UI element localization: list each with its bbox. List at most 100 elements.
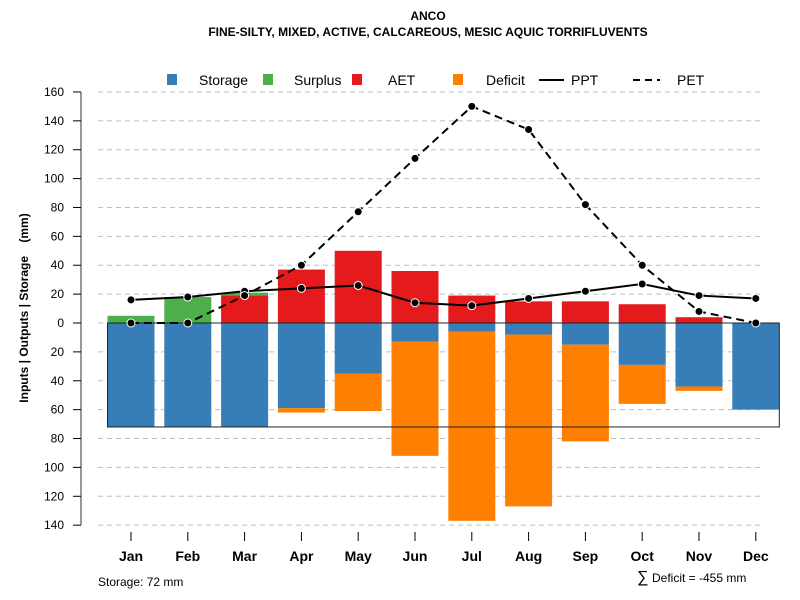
deficit-bar [391,341,439,456]
deficit-bar [561,344,609,442]
ppt-point [524,293,534,303]
y-tick-label: 160 [44,85,64,99]
deficit-bar [505,334,553,507]
sum-symbol: ∑ [637,569,648,586]
storage-note: Storage: 72 mm [98,575,183,589]
pet-point [467,101,477,111]
storage-bar [107,323,155,427]
legend: Storage Surplus AET Deficit PPT PET [167,72,705,88]
pet-point [524,125,534,135]
legend-label-pet: PET [677,72,705,88]
storage-bar [221,323,269,427]
ppt-point [751,293,761,303]
aet-bar [505,301,553,323]
pet-point [296,260,306,270]
y-tick-label: 140 [44,518,64,532]
legend-swatch-surplus [263,74,273,85]
pet-point [126,318,136,328]
storage-capacity-outline [107,322,780,428]
y-tick-label: 40 [51,258,65,272]
chart-title: ANCO [410,9,445,23]
x-tick-label: Aug [515,548,542,564]
aet-bar [675,317,723,323]
deficit-bar [675,386,723,391]
storage-bar [334,323,382,374]
y-tick-label: 60 [51,403,65,417]
deficit-sum-note: Deficit = -455 mm [652,571,746,585]
pet-point [637,260,647,270]
pet-point [751,318,761,328]
ppt-point [694,291,704,301]
x-tick-label: Mar [232,548,257,564]
storage-capacity-box [107,322,780,428]
x-tick-label: Jun [403,548,428,564]
ppt-point [580,286,590,296]
storage-bar [561,323,609,345]
legend-label-surplus: Surplus [294,72,341,88]
pet-point [183,318,193,328]
storage-bar [732,323,780,410]
legend-label-deficit: Deficit [486,72,525,88]
storage-bar [164,323,212,427]
x-tick-label: Sep [573,548,599,564]
pet-point [410,153,420,163]
x-tick-label: Nov [686,548,713,564]
lines [126,101,761,328]
x-tick-label: Dec [743,548,769,564]
aet-bar [221,295,269,323]
x-tick-label: May [345,548,372,564]
deficit-bar [277,408,325,413]
chart-subtitle: FINE-SILTY, MIXED, ACTIVE, CALCAREOUS, M… [208,25,647,39]
aet-bar [561,301,609,323]
deficit-bar [618,364,666,404]
deficit-bar [334,373,382,412]
ppt-point [183,292,193,302]
deficit-bar [448,331,496,521]
storage-bar [675,323,723,387]
x-tick-label: Oct [631,548,655,564]
aet-bar [277,269,325,323]
legend-swatch-deficit [453,74,463,85]
y-tick-label: 80 [51,432,65,446]
x-tick-label: Feb [175,548,200,564]
legend-swatch-aet [352,74,362,85]
storage-bar [391,323,439,342]
x-tick-label: Jul [462,548,482,564]
ppt-point [410,298,420,308]
ppt-point [126,295,136,305]
y-tick-label: 140 [44,114,64,128]
y-tick-label: 20 [51,287,65,301]
ppt-point [637,279,647,289]
ppt-point [296,283,306,293]
legend-label-aet: AET [388,72,416,88]
aet-bar [618,304,666,323]
pet-point [240,291,250,301]
y-tick-label: 100 [44,172,64,186]
x-tick-label: Jan [119,548,143,564]
y-axis: 160 140 120 100 80 60 40 20 0 20 40 60 80 100 120 140 [44,85,82,532]
y-axis-title: Inputs | Outputs | Storage (mm) [17,213,31,402]
ppt-point [467,301,477,311]
y-tick-label: 0 [57,316,64,330]
x-tick-label: Apr [289,548,314,564]
pet-point [694,306,704,316]
storage-bar [618,323,666,365]
y-tick-label: 120 [44,489,64,503]
storage-bar [505,323,553,335]
y-tick-label: 40 [51,374,65,388]
ppt-line [130,282,756,307]
x-axis: Jan Feb Mar Apr May Jun Jul Aug Sep Oct Nov Dec [119,532,769,564]
storage-bar [277,323,325,409]
ppt-point [353,280,363,290]
pet-line [131,105,756,324]
pet-point [580,200,590,210]
legend-swatch-storage [167,74,177,85]
pet-point [353,207,363,217]
legend-label-ppt: PPT [571,72,599,88]
y-tick-label: 100 [44,460,64,474]
y-tick-label: 60 [51,229,65,243]
y-tick-label: 120 [44,143,64,157]
y-tick-label: 20 [51,345,65,359]
storage-bar [448,323,496,332]
